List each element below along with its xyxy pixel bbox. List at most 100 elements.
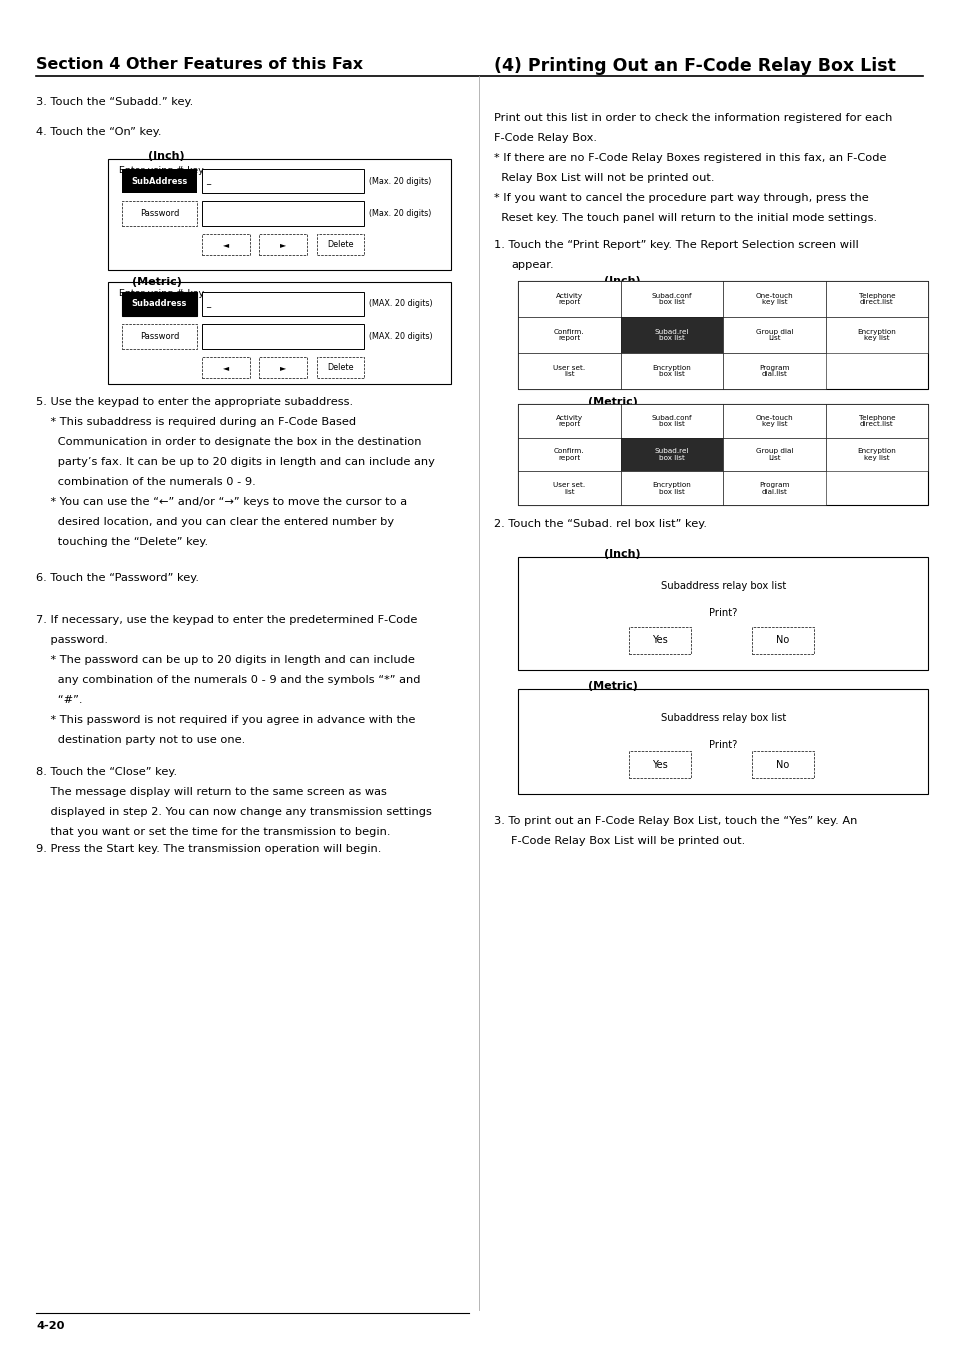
Bar <box>108 159 451 270</box>
Text: 3. To print out an F-Code Relay Box List, touch the “Yes” key. An: 3. To print out an F-Code Relay Box List… <box>494 816 857 825</box>
Text: ◄: ◄ <box>223 240 229 249</box>
Bar <box>202 357 250 378</box>
Bar <box>202 292 364 316</box>
Text: One-touch
key list: One-touch key list <box>755 293 792 305</box>
Text: 3. Touch the “Subadd.” key.: 3. Touch the “Subadd.” key. <box>36 97 193 107</box>
Text: Enter using # key: Enter using # key <box>119 166 204 176</box>
Bar <box>722 471 825 505</box>
Bar <box>751 751 813 778</box>
Text: Delete: Delete <box>327 363 354 372</box>
Text: Encryption
box list: Encryption box list <box>652 482 691 494</box>
Text: (Inch): (Inch) <box>603 276 639 285</box>
Text: displayed in step 2. You can now change any transmission settings: displayed in step 2. You can now change … <box>36 808 432 817</box>
Text: appear.: appear. <box>511 261 554 270</box>
Bar <box>628 751 690 778</box>
Text: Confirm.
report: Confirm. report <box>554 449 584 461</box>
Bar <box>824 281 927 317</box>
Bar <box>202 324 364 349</box>
Text: (Max. 20 digits): (Max. 20 digits) <box>369 177 431 185</box>
Bar <box>620 404 722 438</box>
Text: Section 4 Other Features of this Fax: Section 4 Other Features of this Fax <box>36 57 363 72</box>
Text: Relay Box List will not be printed out.: Relay Box List will not be printed out. <box>494 173 714 184</box>
Bar <box>517 353 620 389</box>
Bar <box>517 557 927 670</box>
Bar <box>620 317 722 353</box>
Text: * You can use the “←” and/or “→” keys to move the cursor to a: * You can use the “←” and/or “→” keys to… <box>36 497 407 507</box>
Text: (Max. 20 digits): (Max. 20 digits) <box>369 209 431 218</box>
Text: Program
dial.list: Program dial.list <box>759 482 789 494</box>
Bar <box>316 234 364 255</box>
Text: any combination of the numerals 0 - 9 and the symbols “*” and: any combination of the numerals 0 - 9 an… <box>36 674 420 685</box>
Text: User set.
list: User set. list <box>553 482 585 494</box>
Text: combination of the numerals 0 - 9.: combination of the numerals 0 - 9. <box>36 477 255 488</box>
Text: ►: ► <box>280 240 286 249</box>
Text: party’s fax. It can be up to 20 digits in length and can include any: party’s fax. It can be up to 20 digits i… <box>36 457 435 467</box>
Text: that you want or set the time for the transmission to begin.: that you want or set the time for the tr… <box>36 827 391 838</box>
Bar <box>722 317 825 353</box>
Text: Yes: Yes <box>651 759 667 770</box>
Bar <box>202 201 364 226</box>
Bar <box>122 169 196 193</box>
Text: User set.
list: User set. list <box>553 365 585 377</box>
Bar <box>202 169 364 193</box>
Text: Reset key. The touch panel will return to the initial mode settings.: Reset key. The touch panel will return t… <box>494 213 877 223</box>
Text: “#”.: “#”. <box>36 694 83 705</box>
Text: (4) Printing Out an F-Code Relay Box List: (4) Printing Out an F-Code Relay Box Lis… <box>494 57 895 74</box>
Text: The message display will return to the same screen as was: The message display will return to the s… <box>36 788 387 797</box>
Text: 1. Touch the “Print Report” key. The Report Selection screen will: 1. Touch the “Print Report” key. The Rep… <box>494 240 858 250</box>
Text: Password: Password <box>139 209 179 218</box>
Bar <box>202 234 250 255</box>
Text: Subad.conf
box list: Subad.conf box list <box>651 415 691 427</box>
Text: No: No <box>776 759 789 770</box>
Bar <box>620 471 722 505</box>
Bar <box>517 471 620 505</box>
Bar <box>122 292 196 316</box>
Text: ◄: ◄ <box>223 363 229 372</box>
Bar <box>316 357 364 378</box>
Text: (Inch): (Inch) <box>148 151 184 161</box>
Text: Group dial
List: Group dial List <box>755 449 792 461</box>
Text: Subaddress: Subaddress <box>132 300 187 308</box>
Text: F-Code Relay Box.: F-Code Relay Box. <box>494 134 597 143</box>
Text: (Metric): (Metric) <box>587 681 637 690</box>
Text: Subad.rel
box list: Subad.rel box list <box>654 328 688 342</box>
Bar <box>751 627 813 654</box>
Bar <box>517 689 927 794</box>
Bar <box>517 438 620 471</box>
Text: Program
dial.list: Program dial.list <box>759 365 789 377</box>
Text: * This subaddress is required during an F-Code Based: * This subaddress is required during an … <box>36 417 356 427</box>
Bar <box>517 404 927 505</box>
Text: Password: Password <box>139 332 179 340</box>
Text: 6. Touch the “Password” key.: 6. Touch the “Password” key. <box>36 573 199 582</box>
Text: Subaddress relay box list: Subaddress relay box list <box>659 581 785 590</box>
Text: desired location, and you can clear the entered number by: desired location, and you can clear the … <box>36 517 394 527</box>
Text: 4. Touch the “On” key.: 4. Touch the “On” key. <box>36 127 162 136</box>
Text: Subad.conf
box list: Subad.conf box list <box>651 293 691 305</box>
Text: 5. Use the keypad to enter the appropriate subaddress.: 5. Use the keypad to enter the appropria… <box>36 397 353 407</box>
Text: Print out this list in order to check the information registered for each: Print out this list in order to check th… <box>494 113 892 123</box>
Text: F-Code Relay Box List will be printed out.: F-Code Relay Box List will be printed ou… <box>511 836 745 846</box>
Text: Encryption
box list: Encryption box list <box>652 365 691 377</box>
Text: SubAddress: SubAddress <box>132 177 187 185</box>
Text: 7. If necessary, use the keypad to enter the predetermined F-Code: 7. If necessary, use the keypad to enter… <box>36 615 417 624</box>
Text: Yes: Yes <box>651 635 667 646</box>
Text: Enter using #-key: Enter using #-key <box>119 289 204 299</box>
Text: Activity
report: Activity report <box>556 293 582 305</box>
Text: * If there are no F-Code Relay Boxes registered in this fax, an F-Code: * If there are no F-Code Relay Boxes reg… <box>494 154 885 163</box>
Text: Subad.rel
box list: Subad.rel box list <box>654 449 688 461</box>
Text: One-touch
key list: One-touch key list <box>755 415 792 427</box>
Text: Delete: Delete <box>327 240 354 249</box>
Text: No: No <box>776 635 789 646</box>
Bar <box>122 201 196 226</box>
Bar <box>108 282 451 384</box>
Text: Communication in order to designate the box in the destination: Communication in order to designate the … <box>36 438 421 447</box>
Text: (Metric): (Metric) <box>132 277 181 286</box>
Text: Encryption
key list: Encryption key list <box>857 449 896 461</box>
Text: Subaddress relay box list: Subaddress relay box list <box>659 713 785 723</box>
Text: ►: ► <box>280 363 286 372</box>
Bar <box>824 438 927 471</box>
Text: (Metric): (Metric) <box>587 397 637 407</box>
Bar <box>620 438 722 471</box>
Text: (MAX. 20 digits): (MAX. 20 digits) <box>369 332 433 340</box>
Text: * This password is not required if you agree in advance with the: * This password is not required if you a… <box>36 715 416 724</box>
